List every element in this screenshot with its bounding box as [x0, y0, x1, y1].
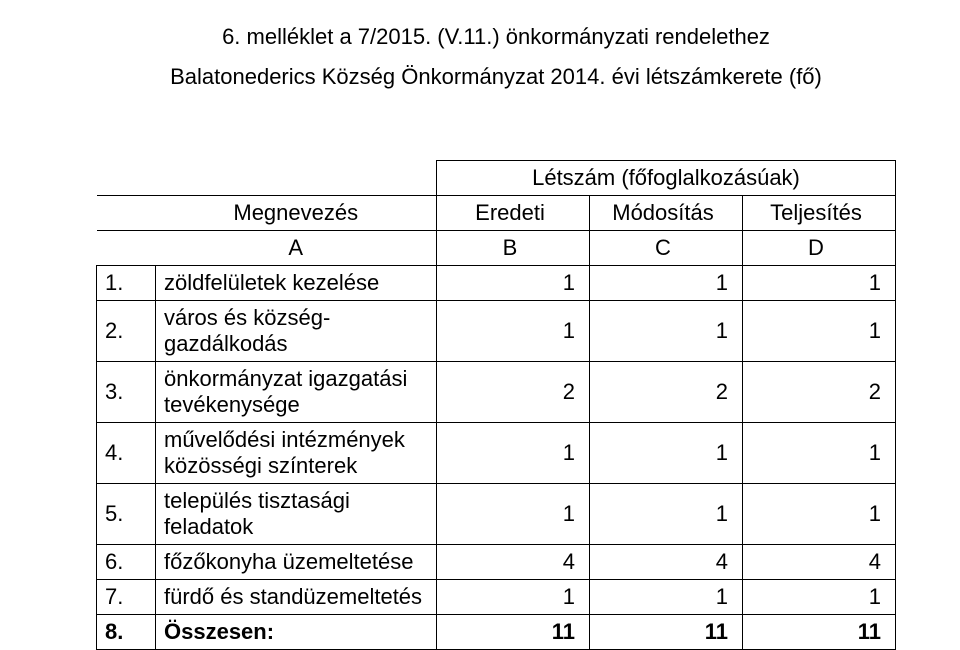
- header-group-label: Létszám (főfoglalkozásúak): [437, 161, 896, 196]
- total-name: Összesen:: [156, 615, 437, 650]
- row-val-b: 1: [437, 301, 590, 362]
- table-header-row-3: A B C D: [97, 231, 896, 266]
- row-val-d: 1: [743, 484, 896, 545]
- total-val-b: 11: [437, 615, 590, 650]
- row-val-c: 1: [590, 580, 743, 615]
- header-col-d: Teljesítés: [743, 196, 896, 231]
- row-val-d: 4: [743, 545, 896, 580]
- page-subtitle: Balatonederics Község Önkormányzat 2014.…: [96, 64, 896, 90]
- row-name: fürdő és standüzemeltetés: [156, 580, 437, 615]
- row-name: város és község-gazdálkodás: [156, 301, 437, 362]
- row-num: 3.: [97, 362, 156, 423]
- row-val-c: 1: [590, 266, 743, 301]
- row-val-d: 2: [743, 362, 896, 423]
- total-num: 8.: [97, 615, 156, 650]
- row-num: 5.: [97, 484, 156, 545]
- row-val-d: 1: [743, 423, 896, 484]
- row-name: település tisztasági feladatok: [156, 484, 437, 545]
- total-val-c: 11: [590, 615, 743, 650]
- table-total-row: 8. Összesen: 11 11 11: [97, 615, 896, 650]
- header-blank-name: [156, 161, 437, 196]
- row-val-d: 1: [743, 266, 896, 301]
- row-val-c: 1: [590, 484, 743, 545]
- row-val-b: 1: [437, 423, 590, 484]
- table-row: 6. főzőkonyha üzemeltetése 4 4 4: [97, 545, 896, 580]
- header-letter-a: A: [156, 231, 437, 266]
- headcount-table: Létszám (főfoglalkozásúak) Megnevezés Er…: [96, 160, 896, 650]
- header-blank-num-2: [97, 196, 156, 231]
- row-name: főzőkonyha üzemeltetése: [156, 545, 437, 580]
- header-megnevezes: Megnevezés: [156, 196, 437, 231]
- row-val-b: 2: [437, 362, 590, 423]
- row-name: zöldfelületek kezelése: [156, 266, 437, 301]
- header-blank-num-3: [97, 231, 156, 266]
- header-letter-c: C: [590, 231, 743, 266]
- header-letter-d: D: [743, 231, 896, 266]
- page-title: 6. melléklet a 7/2015. (V.11.) önkormány…: [96, 24, 896, 50]
- row-val-c: 1: [590, 301, 743, 362]
- table-row: 2. város és község-gazdálkodás 1 1 1: [97, 301, 896, 362]
- row-val-c: 2: [590, 362, 743, 423]
- header-letter-b: B: [437, 231, 590, 266]
- row-num: 2.: [97, 301, 156, 362]
- row-val-b: 1: [437, 484, 590, 545]
- table-row: 5. település tisztasági feladatok 1 1 1: [97, 484, 896, 545]
- table-row: 3. önkormányzat igazgatási tevékenysége …: [97, 362, 896, 423]
- total-val-d: 11: [743, 615, 896, 650]
- table-row: 1. zöldfelületek kezelése 1 1 1: [97, 266, 896, 301]
- row-name: művelődési intézmények közösségi színter…: [156, 423, 437, 484]
- header-col-b: Eredeti: [437, 196, 590, 231]
- row-val-d: 1: [743, 301, 896, 362]
- row-val-b: 4: [437, 545, 590, 580]
- row-name: önkormányzat igazgatási tevékenysége: [156, 362, 437, 423]
- table-row: 4. művelődési intézmények közösségi szín…: [97, 423, 896, 484]
- table-header-row-1: Létszám (főfoglalkozásúak): [97, 161, 896, 196]
- row-val-d: 1: [743, 580, 896, 615]
- table-row: 7. fürdő és standüzemeltetés 1 1 1: [97, 580, 896, 615]
- header-col-c: Módosítás: [590, 196, 743, 231]
- row-val-b: 1: [437, 266, 590, 301]
- row-val-b: 1: [437, 580, 590, 615]
- row-num: 6.: [97, 545, 156, 580]
- header-blank-num: [97, 161, 156, 196]
- row-val-c: 1: [590, 423, 743, 484]
- row-val-c: 4: [590, 545, 743, 580]
- table-header-row-2: Megnevezés Eredeti Módosítás Teljesítés: [97, 196, 896, 231]
- row-num: 7.: [97, 580, 156, 615]
- row-num: 1.: [97, 266, 156, 301]
- row-num: 4.: [97, 423, 156, 484]
